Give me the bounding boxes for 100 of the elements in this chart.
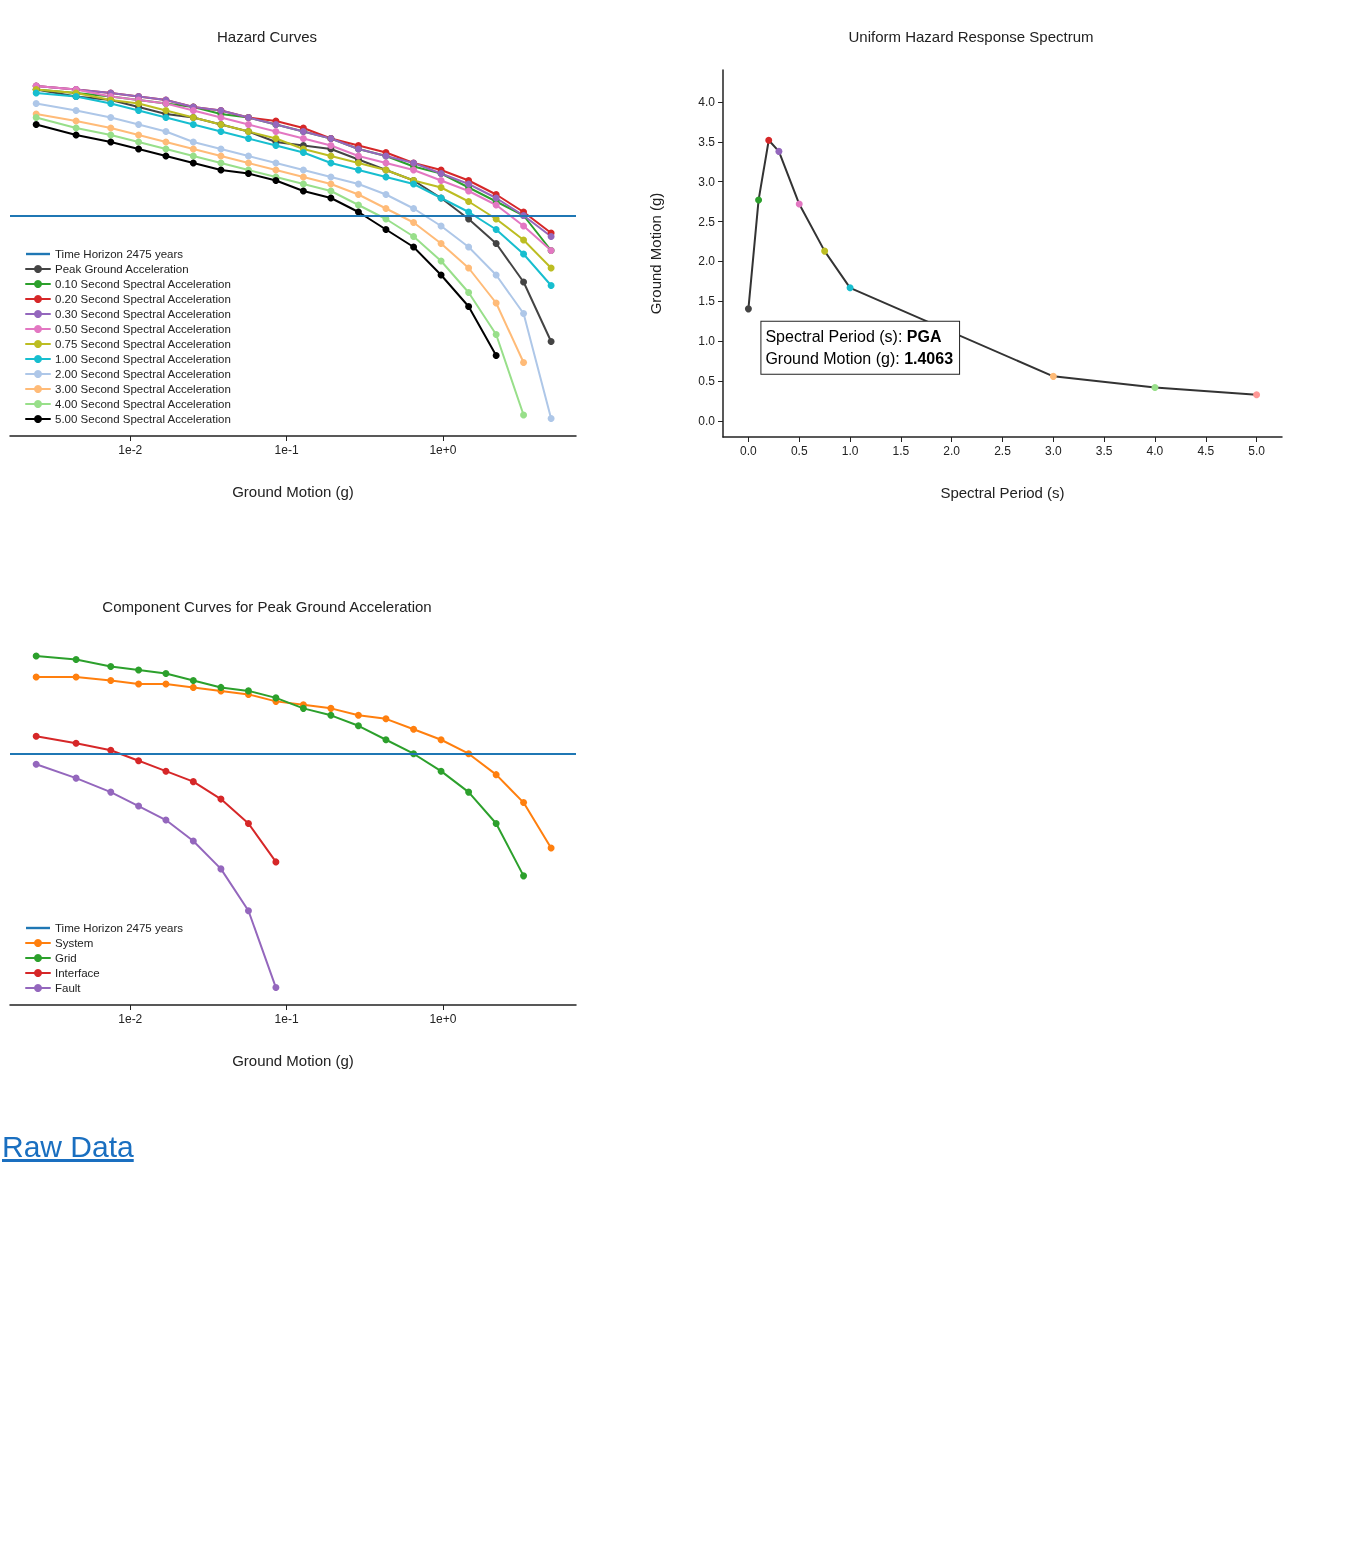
chart-title: Component Curves for Peak Ground Acceleration bbox=[102, 598, 432, 615]
y-tick-label: 1.0 bbox=[698, 334, 716, 349]
legend-label: System bbox=[55, 937, 94, 949]
point bbox=[299, 166, 307, 174]
point bbox=[465, 289, 473, 296]
legend-label: 5.00 Second Spectral Acceleration bbox=[55, 413, 231, 425]
point bbox=[244, 121, 252, 128]
point bbox=[410, 219, 418, 226]
point bbox=[821, 247, 829, 255]
point bbox=[135, 145, 143, 153]
point bbox=[410, 205, 418, 212]
point bbox=[354, 166, 362, 174]
annotation: Spectral Period (s): PGA Ground Motion (g): 1.4063 bbox=[765, 328, 954, 368]
point bbox=[547, 233, 555, 240]
chart-title: Hazard Curves bbox=[216, 28, 318, 45]
point bbox=[107, 676, 115, 684]
point bbox=[795, 200, 803, 208]
point bbox=[547, 338, 555, 345]
x-tick-label: 3.0 bbox=[1044, 444, 1062, 458]
point bbox=[382, 191, 390, 198]
legend-label: 1.00 Second Spectral Acceleration bbox=[55, 353, 231, 365]
point bbox=[189, 837, 197, 845]
point bbox=[244, 907, 252, 915]
point bbox=[1049, 372, 1057, 380]
y-tick-label: 3.0 bbox=[698, 174, 716, 189]
point bbox=[107, 662, 115, 670]
point bbox=[217, 128, 225, 135]
x-tick-label: 1e-1 bbox=[274, 443, 299, 457]
point bbox=[520, 236, 528, 244]
point bbox=[107, 131, 115, 139]
point bbox=[520, 411, 528, 419]
point bbox=[244, 820, 252, 828]
point bbox=[189, 159, 197, 167]
point bbox=[410, 166, 418, 174]
point bbox=[189, 107, 197, 114]
point bbox=[354, 152, 362, 160]
x-tick-label: 1.0 bbox=[841, 444, 859, 458]
point bbox=[299, 180, 307, 188]
point bbox=[354, 159, 362, 167]
x-tick-label: 0.0 bbox=[740, 444, 758, 458]
point bbox=[272, 177, 280, 184]
point bbox=[520, 359, 528, 366]
point bbox=[382, 226, 390, 233]
point bbox=[135, 802, 143, 810]
point bbox=[135, 121, 143, 128]
point bbox=[272, 128, 280, 135]
point bbox=[382, 715, 390, 723]
point bbox=[492, 331, 500, 338]
point bbox=[465, 180, 473, 188]
point bbox=[765, 136, 773, 144]
point bbox=[520, 872, 528, 880]
y-axis-title: Ground Motion (g) bbox=[647, 192, 664, 315]
point bbox=[327, 704, 335, 712]
point bbox=[465, 264, 473, 272]
point bbox=[547, 415, 555, 422]
point bbox=[354, 191, 362, 198]
point bbox=[520, 799, 528, 807]
point bbox=[354, 180, 362, 188]
point bbox=[755, 196, 763, 204]
x-axis-title: Spectral Period (s) bbox=[940, 484, 1065, 501]
y-tick-label: 1.5 bbox=[698, 294, 716, 309]
point bbox=[217, 683, 225, 691]
legend-label: 0.20 Second Spectral Acceleration bbox=[55, 293, 231, 305]
point bbox=[354, 208, 362, 216]
point bbox=[492, 226, 500, 233]
point bbox=[465, 303, 473, 310]
point bbox=[244, 170, 252, 177]
point bbox=[189, 121, 197, 128]
point bbox=[162, 114, 170, 121]
point bbox=[244, 135, 252, 142]
legend-label: Time Horizon 2475 years bbox=[55, 922, 184, 934]
point bbox=[520, 278, 528, 286]
point bbox=[107, 100, 115, 107]
legend-label: 4.00 Second Spectral Acceleration bbox=[55, 398, 231, 410]
x-tick-label: 1e-2 bbox=[118, 1012, 143, 1026]
point bbox=[107, 124, 115, 132]
point bbox=[299, 135, 307, 142]
point bbox=[162, 767, 170, 775]
x-tick-label: 4.0 bbox=[1146, 444, 1164, 458]
point bbox=[272, 984, 280, 992]
legend-label: 3.00 Second Spectral Acceleration bbox=[55, 383, 231, 395]
point bbox=[437, 184, 445, 191]
point bbox=[465, 187, 473, 195]
legend-label: 0.30 Second Spectral Acceleration bbox=[55, 308, 231, 320]
legend-label: Interface bbox=[55, 967, 100, 979]
x-tick-label: 3.5 bbox=[1095, 444, 1113, 458]
x-tick-label: 5.0 bbox=[1248, 444, 1266, 458]
point bbox=[410, 180, 418, 188]
x-tick-label: 1e+0 bbox=[429, 1012, 457, 1026]
point bbox=[410, 725, 418, 733]
point bbox=[135, 107, 143, 114]
x-tick-label: 1e+0 bbox=[429, 443, 457, 457]
point bbox=[299, 173, 307, 181]
point bbox=[327, 711, 335, 719]
y-tick-label: 3.5 bbox=[698, 134, 716, 149]
point bbox=[107, 114, 115, 121]
point bbox=[492, 240, 500, 247]
point bbox=[217, 865, 225, 873]
point bbox=[465, 208, 473, 216]
x-tick-label: 0.5 bbox=[790, 444, 808, 458]
